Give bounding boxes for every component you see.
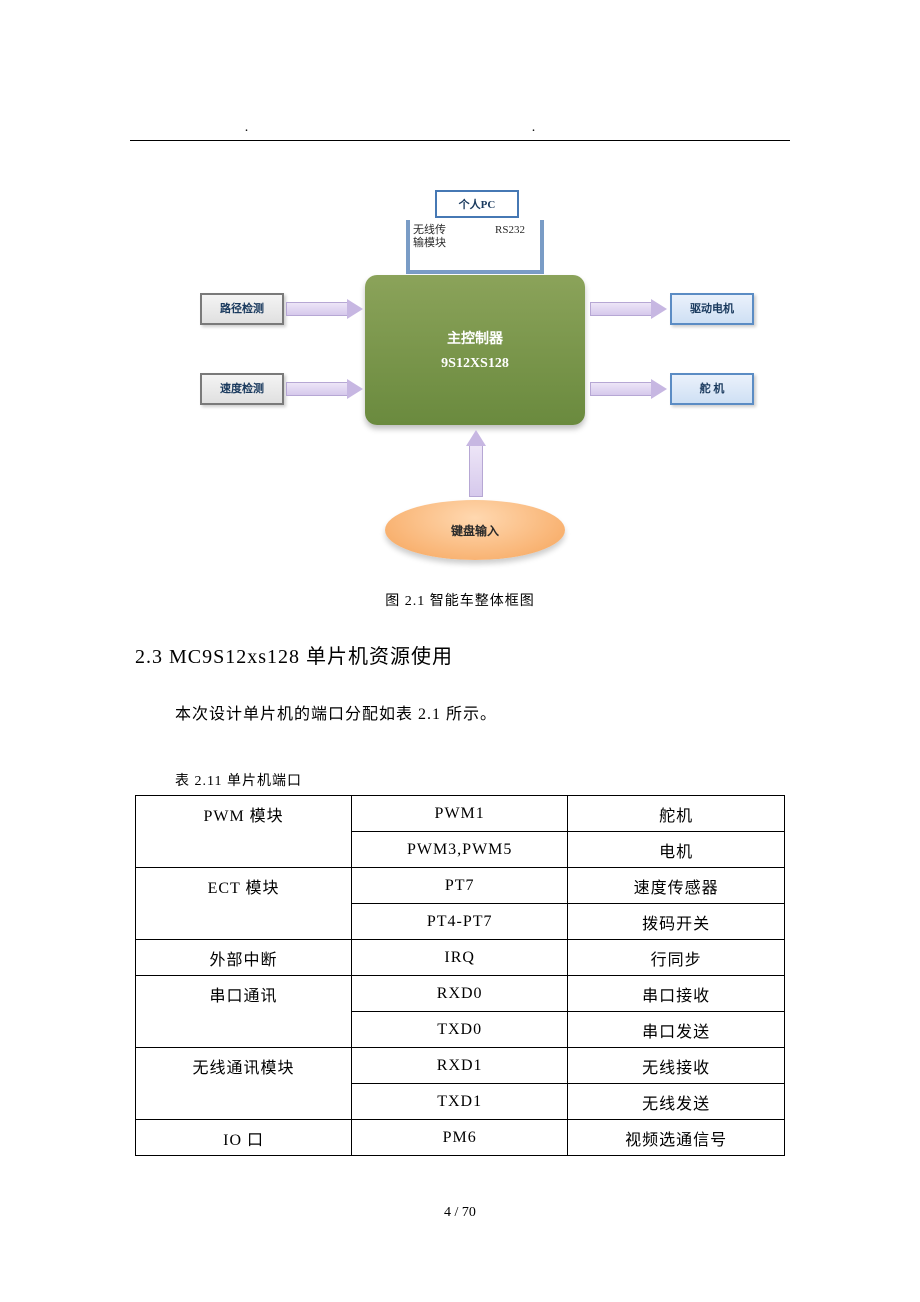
cell-module [136,832,352,868]
cell-function: 串口接收 [568,976,785,1012]
cell-function: 拨码开关 [568,904,785,940]
mcu-node: 主控制器 9S12XS128 [365,275,585,425]
table-row: TXD1无线发送 [136,1084,785,1120]
table-row: 外部中断IRQ行同步 [136,940,785,976]
arrow-mcu-to-motor [590,302,652,316]
cell-module: 串口通讯 [136,976,352,1012]
cell-function: 速度传感器 [568,868,785,904]
cell-function: 舵机 [568,796,785,832]
cell-port: PT4-PT7 [352,904,568,940]
node-servo: 舵 机 [670,373,754,405]
table-row: TXD0串口发送 [136,1012,785,1048]
cell-port: RXD0 [352,976,568,1012]
cell-port: PWM1 [352,796,568,832]
cell-port: TXD1 [352,1084,568,1120]
header-dots: . . [0,120,920,136]
conn-label-left: 无线传 输模块 [413,224,446,250]
header-rule [130,140,790,141]
cell-function: 视频选通信号 [568,1120,785,1156]
cell-module [136,1012,352,1048]
mcu-model: 9S12XS128 [441,356,509,372]
cell-module: IO 口 [136,1120,352,1156]
port-table-body: PWM 模块PWM1舵机PWM3,PWM5电机ECT 模块PT7速度传感器PT4… [136,796,785,1156]
node-drive-motor: 驱动电机 [670,293,754,325]
cell-port: IRQ [352,940,568,976]
node-path-detect: 路径检测 [200,293,284,325]
page: . . 个人PC 无线传 输模块 RS232 主控制器 9S12XS128 路径… [0,0,920,1302]
table-row: IO 口PM6视频选通信号 [136,1120,785,1156]
node-keyboard: 键盘输入 [385,500,565,560]
node-speed-detect: 速度检测 [200,373,284,405]
section-heading: 2.3 MC9S12xs128 单片机资源使用 [135,640,453,669]
table-row: ECT 模块PT7速度传感器 [136,868,785,904]
cell-function: 串口发送 [568,1012,785,1048]
cell-port: RXD1 [352,1048,568,1084]
table-row: PWM 模块PWM1舵机 [136,796,785,832]
cell-module: 外部中断 [136,940,352,976]
cell-module [136,1084,352,1120]
cell-module [136,904,352,940]
table-row: PWM3,PWM5电机 [136,832,785,868]
cell-module: 无线通讯模块 [136,1048,352,1084]
system-diagram: 个人PC 无线传 输模块 RS232 主控制器 9S12XS128 路径检测 速… [200,180,720,580]
pc-node: 个人PC [435,190,519,218]
page-footer: 4 / 70 [0,1205,920,1221]
cell-function: 电机 [568,832,785,868]
port-table: PWM 模块PWM1舵机PWM3,PWM5电机ECT 模块PT7速度传感器PT4… [135,795,785,1156]
table-row: PT4-PT7拨码开关 [136,904,785,940]
arrow-path-to-mcu [286,302,348,316]
cell-port: TXD0 [352,1012,568,1048]
cell-module: PWM 模块 [136,796,352,832]
conn-label-right: RS232 [495,224,525,237]
cell-module: ECT 模块 [136,868,352,904]
cell-function: 无线接收 [568,1048,785,1084]
table-row: 串口通讯RXD0串口接收 [136,976,785,1012]
arrow-keyboard-to-mcu [469,445,483,497]
figure-caption: 图 2.1 智能车整体框图 [0,590,920,610]
cell-function: 无线发送 [568,1084,785,1120]
cell-port: PT7 [352,868,568,904]
arrow-speed-to-mcu [286,382,348,396]
cell-port: PM6 [352,1120,568,1156]
intro-paragraph: 本次设计单片机的端口分配如表 2.1 所示。 [175,700,497,724]
cell-function: 行同步 [568,940,785,976]
arrow-mcu-to-servo [590,382,652,396]
cell-port: PWM3,PWM5 [352,832,568,868]
mcu-title: 主控制器 [447,328,503,348]
table-row: 无线通讯模块RXD1无线接收 [136,1048,785,1084]
table-caption: 表 2.11 单片机端口 [175,770,302,790]
